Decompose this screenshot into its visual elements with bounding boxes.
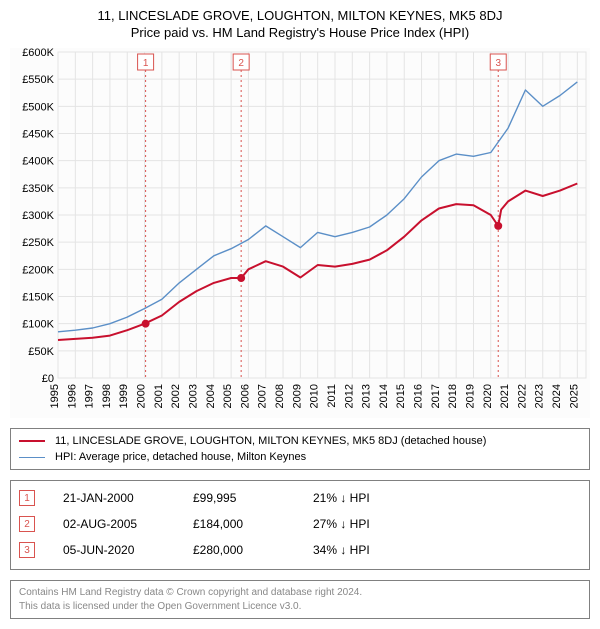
svg-text:£250K: £250K: [22, 237, 54, 249]
svg-text:£200K: £200K: [22, 264, 54, 276]
svg-text:£550K: £550K: [22, 74, 54, 86]
svg-text:1999: 1999: [118, 384, 130, 408]
svg-text:2018: 2018: [447, 384, 459, 408]
line-chart-svg: £0 £50K £100K £150K £200K £250K £300K £350K £400…: [10, 48, 590, 418]
svg-text:1997: 1997: [84, 384, 96, 408]
svg-text:£500K: £500K: [22, 101, 54, 113]
svg-text:2002: 2002: [170, 384, 182, 408]
svg-text:1996: 1996: [66, 384, 78, 408]
legend-swatch: [19, 457, 45, 458]
svg-text:2013: 2013: [361, 384, 373, 408]
svg-text:2017: 2017: [430, 384, 442, 408]
svg-text:2009: 2009: [291, 384, 303, 408]
svg-text:2004: 2004: [205, 384, 217, 408]
svg-text:£0: £0: [42, 373, 54, 385]
marker-row: 2 02-AUG-2005£184,00027% ↓ HPI: [19, 513, 581, 535]
svg-text:1: 1: [143, 58, 149, 69]
svg-text:2024: 2024: [551, 384, 563, 408]
svg-text:£100K: £100K: [22, 319, 54, 331]
svg-text:1995: 1995: [49, 384, 61, 408]
svg-text:2015: 2015: [395, 384, 407, 408]
svg-text:2025: 2025: [568, 384, 580, 408]
svg-text:1998: 1998: [101, 384, 113, 408]
svg-text:3: 3: [495, 58, 501, 69]
chart-title-line1: 11, LINCESLADE GROVE, LOUGHTON, MILTON K…: [10, 8, 590, 23]
svg-text:2003: 2003: [187, 384, 199, 408]
svg-text:2008: 2008: [274, 384, 286, 408]
svg-text:2016: 2016: [413, 384, 425, 408]
legend-label: HPI: Average price, detached house, Milt…: [55, 451, 306, 463]
svg-text:£450K: £450K: [22, 129, 54, 141]
chart-title-line2: Price paid vs. HM Land Registry's House …: [10, 25, 590, 40]
svg-text:2014: 2014: [378, 384, 390, 408]
marker-delta: 34% ↓ HPI: [313, 543, 370, 557]
attribution-line1: Contains HM Land Registry data © Crown c…: [19, 586, 581, 600]
marker-price: £184,000: [193, 517, 313, 531]
legend-item: HPI: Average price, detached house, Milt…: [19, 449, 581, 465]
attribution: Contains HM Land Registry data © Crown c…: [10, 580, 590, 619]
svg-text:2001: 2001: [153, 384, 165, 408]
marker-delta: 21% ↓ HPI: [313, 491, 370, 505]
svg-text:2006: 2006: [239, 384, 251, 408]
svg-text:2019: 2019: [464, 384, 476, 408]
marker-badge: 3: [19, 542, 35, 558]
svg-text:2023: 2023: [534, 384, 546, 408]
svg-text:2010: 2010: [309, 384, 321, 408]
data-point: [237, 274, 245, 282]
svg-text:2012: 2012: [343, 384, 355, 408]
svg-text:£350K: £350K: [22, 183, 54, 195]
marker-row: 3 05-JUN-2020£280,00034% ↓ HPI: [19, 539, 581, 561]
svg-text:£300K: £300K: [22, 210, 54, 222]
svg-text:2022: 2022: [516, 384, 528, 408]
marker-row: 1 21-JAN-2000£99,99521% ↓ HPI: [19, 487, 581, 509]
marker-price: £280,000: [193, 543, 313, 557]
marker-delta: 27% ↓ HPI: [313, 517, 370, 531]
svg-text:2021: 2021: [499, 384, 511, 408]
legend-swatch: [19, 440, 45, 442]
chart-container: 11, LINCESLADE GROVE, LOUGHTON, MILTON K…: [0, 0, 600, 629]
title-block: 11, LINCESLADE GROVE, LOUGHTON, MILTON K…: [10, 8, 590, 40]
svg-text:£600K: £600K: [22, 48, 54, 59]
legend: 11, LINCESLADE GROVE, LOUGHTON, MILTON K…: [10, 428, 590, 470]
marker-date: 05-JUN-2020: [63, 543, 193, 557]
marker-badge: 1: [19, 490, 35, 506]
markers-table: 1 21-JAN-2000£99,99521% ↓ HPI 2 02-AUG-2005…: [10, 480, 590, 570]
svg-text:£150K: £150K: [22, 292, 54, 304]
attribution-line2: This data is licensed under the Open Gov…: [19, 600, 581, 614]
svg-text:2: 2: [238, 58, 244, 69]
marker-date: 21-JAN-2000: [63, 491, 193, 505]
marker-badge: 2: [19, 516, 35, 532]
svg-text:£400K: £400K: [22, 156, 54, 168]
svg-text:2007: 2007: [257, 384, 269, 408]
data-point: [494, 222, 502, 230]
data-point: [142, 320, 150, 328]
marker-date: 02-AUG-2005: [63, 517, 193, 531]
svg-text:£50K: £50K: [28, 346, 54, 358]
chart-area: £0 £50K £100K £150K £200K £250K £300K £350K £400…: [10, 48, 590, 418]
svg-text:2000: 2000: [136, 384, 148, 408]
legend-label: 11, LINCESLADE GROVE, LOUGHTON, MILTON K…: [55, 435, 486, 447]
svg-text:2020: 2020: [482, 384, 494, 408]
marker-price: £99,995: [193, 491, 313, 505]
svg-text:2011: 2011: [326, 384, 338, 408]
svg-text:2005: 2005: [222, 384, 234, 408]
legend-item: 11, LINCESLADE GROVE, LOUGHTON, MILTON K…: [19, 433, 581, 449]
